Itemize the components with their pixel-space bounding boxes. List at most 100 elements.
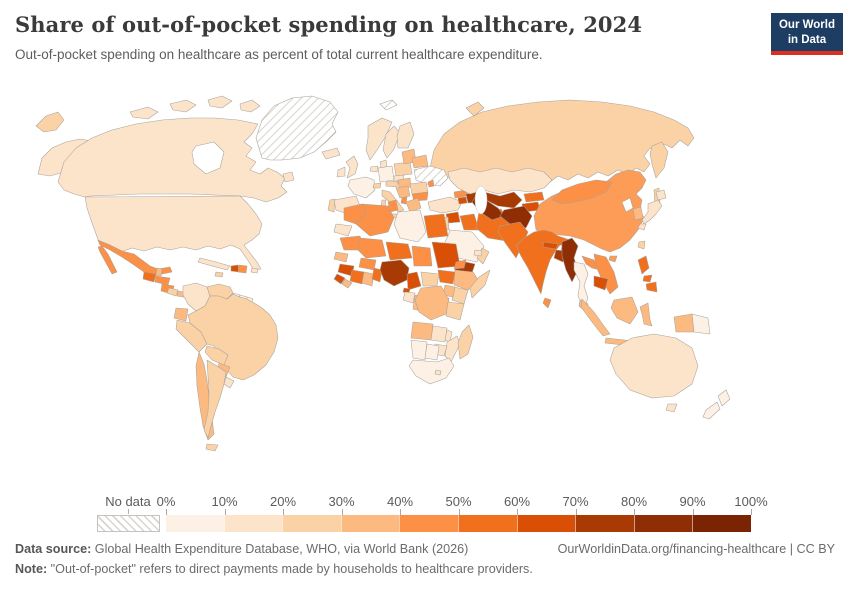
map-region-tasmania[interactable]	[665, 403, 678, 413]
map-region-niger[interactable]	[385, 241, 413, 261]
legend-bin-40-50%[interactable]	[399, 515, 458, 532]
map-region-afghanistan[interactable]	[499, 205, 533, 229]
map-region-eritrea[interactable]	[453, 259, 467, 270]
map-region-usa[interactable]	[84, 195, 263, 271]
legend-bin-60-70%[interactable]	[516, 515, 576, 532]
map-region-iceland[interactable]	[321, 147, 341, 160]
map-region-canada[interactable]	[57, 117, 288, 203]
map-region-armenia[interactable]	[457, 196, 468, 205]
map-region-dominican-republic[interactable]	[237, 264, 248, 274]
map-region-tierra-del-fuego[interactable]	[205, 443, 219, 452]
map-region-hainan[interactable]	[608, 255, 618, 263]
map-region-kazakhstan[interactable]	[447, 167, 553, 195]
map-region-canada-island[interactable]	[239, 99, 261, 113]
map-region-poland[interactable]	[393, 161, 413, 177]
map-region-mali[interactable]	[357, 237, 387, 259]
map-region-burkina-faso[interactable]	[358, 257, 377, 271]
map-region-ecuador[interactable]	[173, 307, 189, 322]
map-region-mexico[interactable]	[97, 239, 173, 277]
map-region-switzerland[interactable]	[372, 182, 382, 189]
map-region-sri-lanka[interactable]	[542, 297, 552, 309]
map-region-togo-benin[interactable]	[371, 267, 383, 283]
map-region-belarus[interactable]	[411, 154, 429, 169]
map-region-namibia[interactable]	[410, 339, 428, 361]
map-region-madagascar[interactable]	[457, 324, 474, 360]
map-region-libya[interactable]	[393, 209, 427, 243]
map-region-angola[interactable]	[410, 321, 434, 341]
map-region-greenland[interactable]	[255, 95, 339, 161]
map-region-haiti[interactable]	[230, 264, 240, 273]
map-region-netherlands[interactable]	[369, 165, 379, 173]
map-region-uk[interactable]	[345, 155, 359, 179]
legend-bin-0-10%[interactable]	[166, 515, 224, 532]
map-region-ukraine[interactable]	[413, 165, 449, 187]
legend-bin-70-80%[interactable]	[575, 515, 634, 532]
map-region-brazil[interactable]	[187, 293, 279, 381]
map-region-newfoundland[interactable]	[282, 171, 295, 183]
map-region-mozambique[interactable]	[444, 335, 461, 363]
map-region-ireland[interactable]	[336, 166, 346, 178]
map-region-svalbard[interactable]	[379, 99, 398, 111]
map-region-germany[interactable]	[377, 165, 395, 183]
map-region-jamaica[interactable]	[214, 271, 224, 278]
map-region-laos[interactable]	[581, 255, 601, 271]
map-region-drc[interactable]	[414, 285, 450, 321]
map-region-myanmar[interactable]	[561, 237, 579, 283]
legend-bin-20-30%[interactable]	[282, 515, 341, 532]
map-region-liberia[interactable]	[341, 278, 353, 289]
map-region-canada-island[interactable]	[129, 106, 159, 120]
map-region-argentina[interactable]	[203, 359, 227, 439]
legend-bin-80-90%[interactable]	[633, 515, 693, 532]
map-region-borneo[interactable]	[610, 296, 639, 325]
map-region-honduras[interactable]	[154, 275, 171, 286]
map-region-cameroon[interactable]	[406, 271, 422, 291]
map-region-puerto-rico[interactable]	[250, 267, 259, 274]
map-region-balkans[interactable]	[395, 185, 411, 199]
map-region-south-africa[interactable]	[408, 357, 455, 385]
legend-bin-10-20%[interactable]	[223, 515, 283, 532]
map-region-ghana[interactable]	[361, 271, 375, 287]
map-region-ivory-coast[interactable]	[349, 269, 365, 285]
legend-bin-30-40%[interactable]	[340, 515, 400, 532]
map-region-sierra-leone[interactable]	[333, 273, 346, 285]
map-region-nz-south-island[interactable]	[702, 401, 721, 420]
map-region-hokkaido[interactable]	[655, 189, 667, 201]
map-region-central-african-republic[interactable]	[420, 271, 440, 287]
map-region-nz-north-island[interactable]	[717, 389, 731, 407]
map-region-nigeria[interactable]	[379, 259, 410, 287]
map-region-lesotho[interactable]	[434, 369, 442, 376]
map-region-kamchatka[interactable]	[649, 141, 669, 179]
map-region-tanzania[interactable]	[445, 301, 465, 321]
map-region-finland[interactable]	[396, 121, 415, 149]
attribution-link[interactable]: OurWorldinData.org/financing-healthcare …	[557, 542, 835, 556]
map-region-visayas[interactable]	[642, 274, 653, 283]
map-region-papua-new-guinea[interactable]	[691, 313, 711, 335]
map-region-mindanao[interactable]	[645, 281, 658, 293]
map-region-mongolia[interactable]	[551, 179, 613, 205]
map-region-luzon[interactable]	[637, 255, 650, 275]
map-region-guatemala[interactable]	[142, 271, 157, 283]
map-region-albania[interactable]	[400, 196, 408, 205]
map-region-cuba[interactable]	[197, 257, 231, 271]
map-region-turkey[interactable]	[427, 196, 463, 214]
legend-bin-90-100%[interactable]	[692, 515, 751, 532]
map-region-india[interactable]	[515, 229, 571, 295]
map-region-sulawesi[interactable]	[639, 302, 653, 327]
map-region-chukotka[interactable]	[35, 111, 65, 133]
map-region-moldova[interactable]	[427, 179, 435, 188]
map-region-canada-island[interactable]	[169, 99, 197, 113]
map-region-belize[interactable]	[155, 267, 163, 277]
map-region-cambodia[interactable]	[593, 275, 609, 291]
map-region-north-korea[interactable]	[621, 197, 634, 213]
map-region-nepal[interactable]	[542, 241, 559, 250]
map-region-gabon[interactable]	[402, 291, 416, 304]
map-region-botswana[interactable]	[424, 343, 440, 361]
map-region-south-sudan[interactable]	[437, 269, 456, 285]
map-region-sumatra[interactable]	[580, 298, 611, 337]
map-region-uruguay[interactable]	[223, 376, 235, 389]
map-region-canada-island[interactable]	[207, 95, 233, 109]
map-region-tunisia[interactable]	[387, 199, 399, 213]
legend-no-data-swatch[interactable]	[97, 515, 160, 532]
map-region-novaya-zemlya[interactable]	[465, 101, 485, 117]
map-region-taiwan[interactable]	[637, 240, 646, 250]
